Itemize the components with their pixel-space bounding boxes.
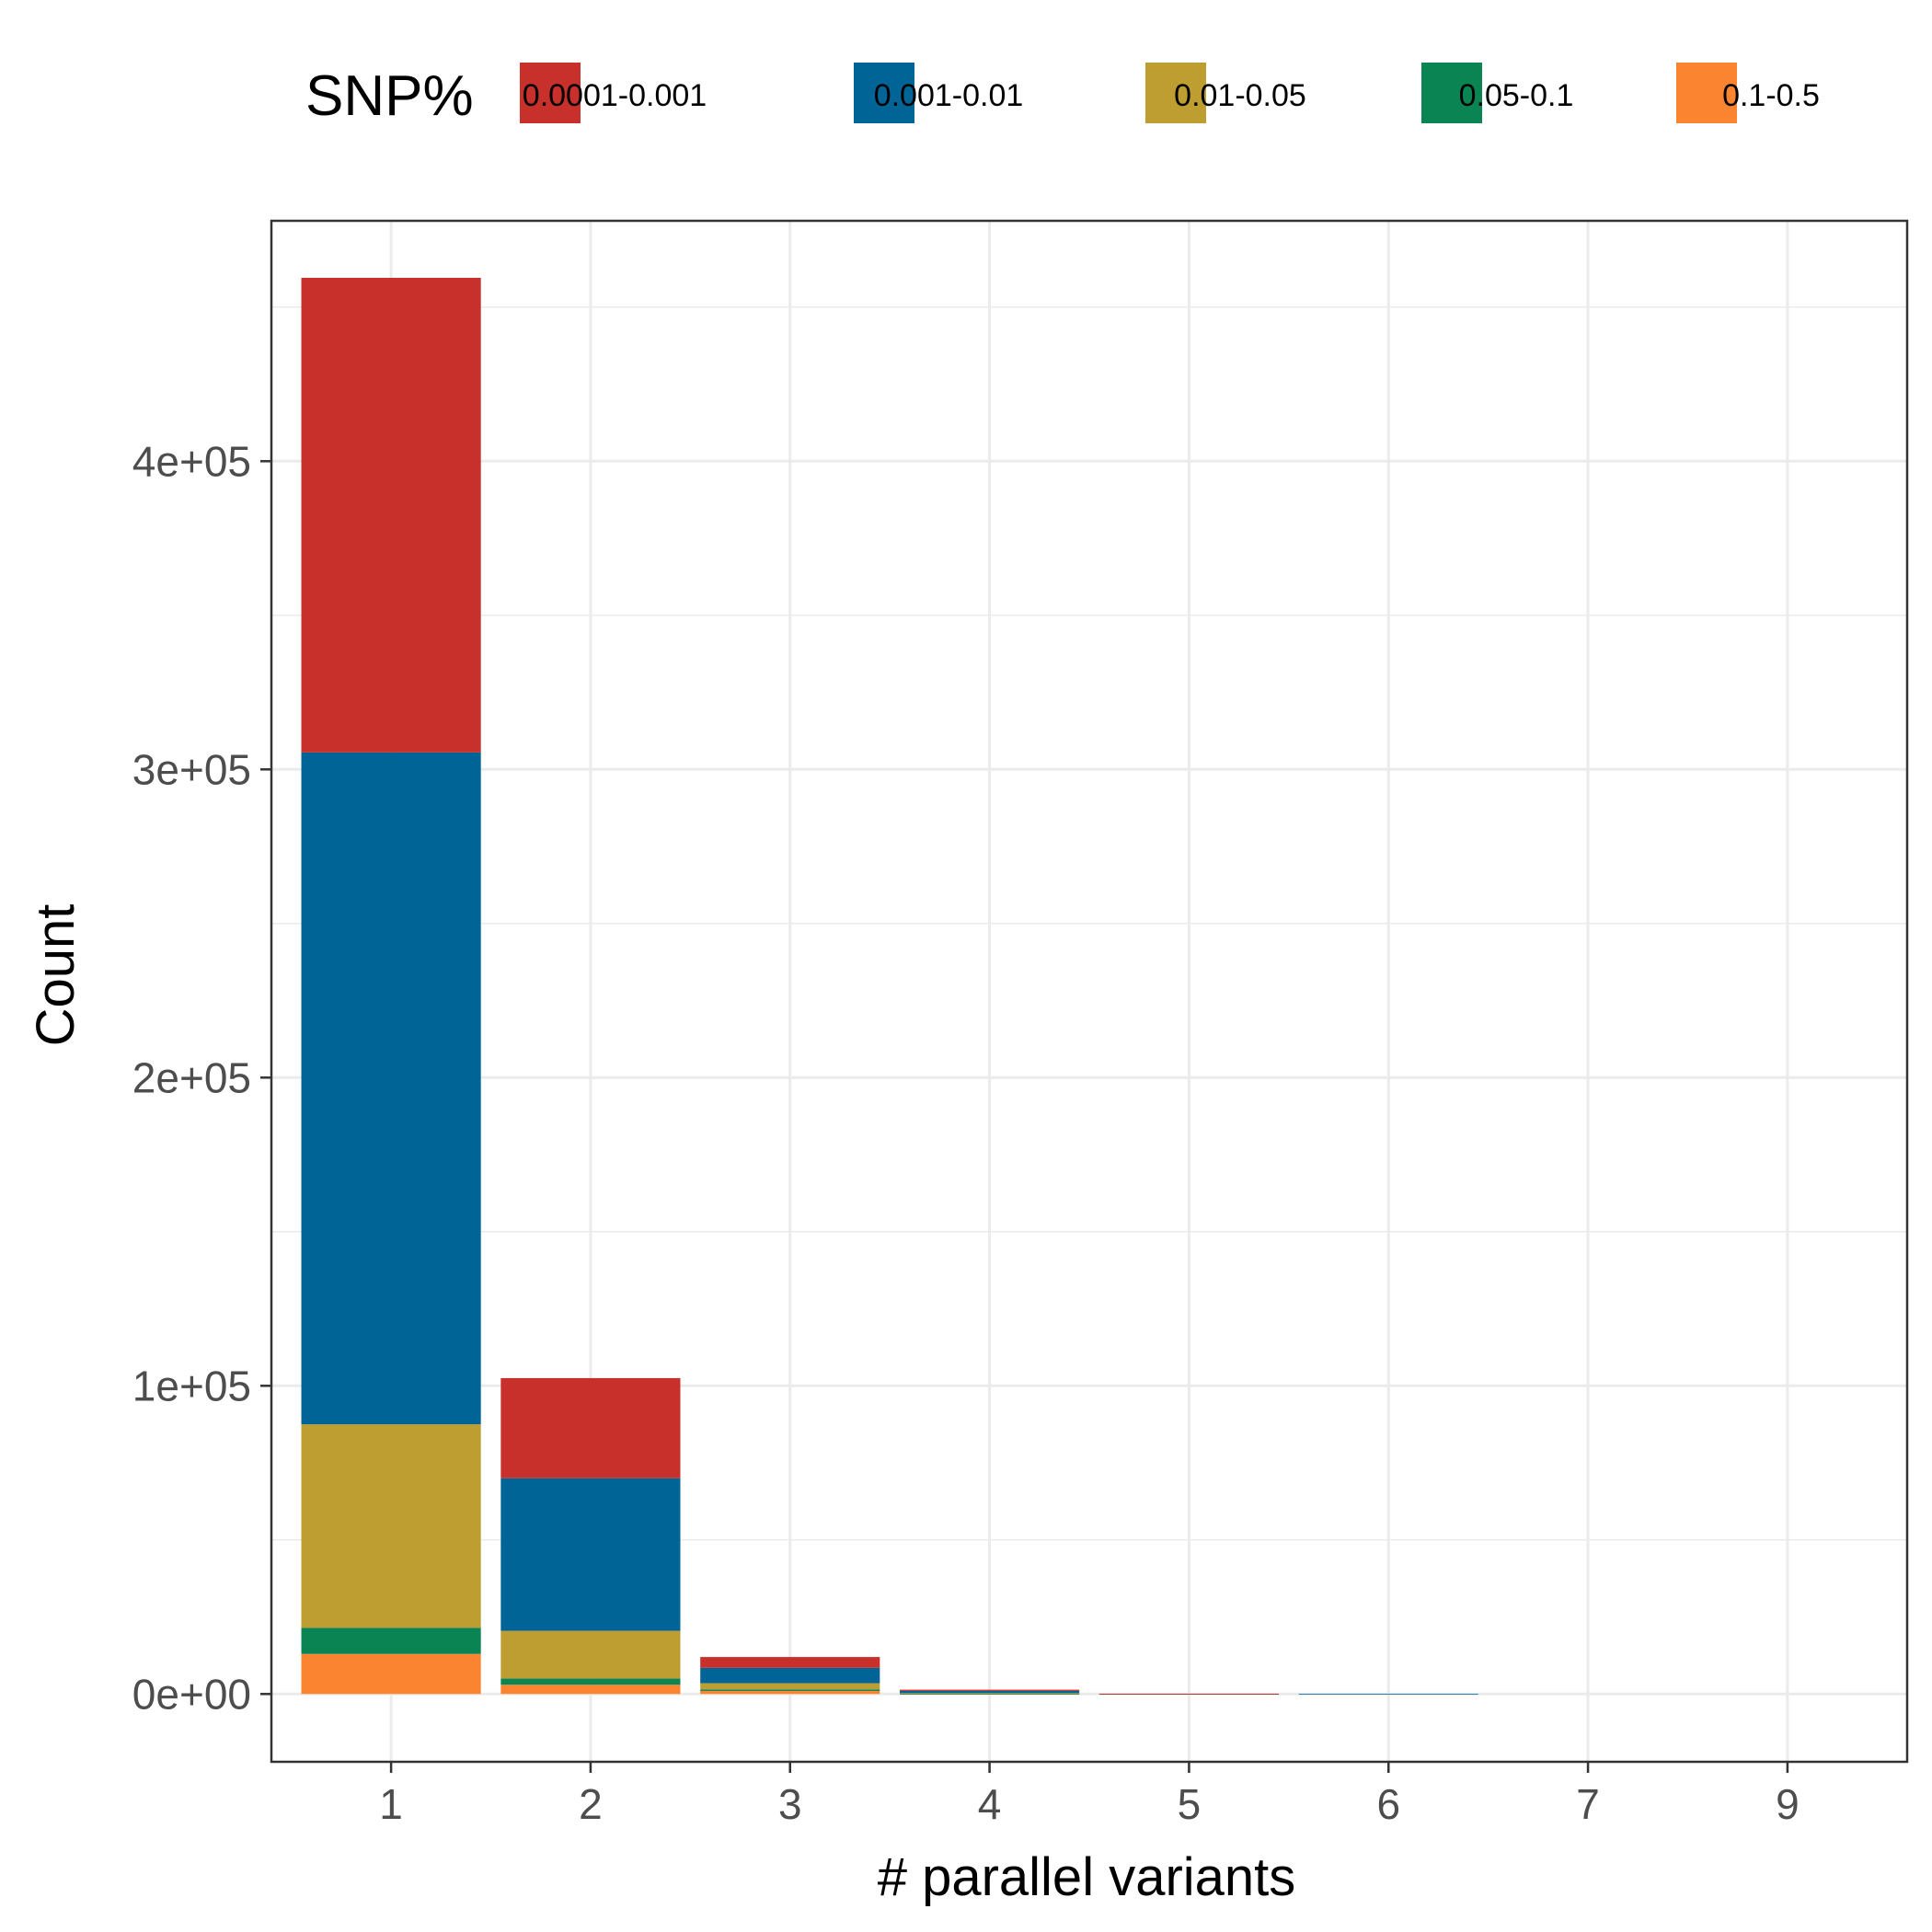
legend-key <box>1421 63 1482 123</box>
plot-border <box>270 219 1909 1764</box>
bar-segment-1-0.0001-0.001 <box>301 277 481 753</box>
bar-segment-2-0.1-0.5 <box>500 1685 681 1695</box>
x-tick-label: 2 <box>579 1780 603 1828</box>
legend-key <box>1676 63 1737 123</box>
y-tick-label: 0e+00 <box>132 1670 251 1718</box>
legend-item-0.001-0.01: 0.001-0.01 <box>854 63 1023 123</box>
bar-segment-3-0.05-0.1 <box>700 1689 880 1691</box>
bar-segment-3-0.1-0.5 <box>700 1690 880 1695</box>
y-tick-label: 4e+05 <box>132 437 251 485</box>
bar-stack-5 <box>1098 1693 1279 1696</box>
bar-segment-4-0.05-0.1 <box>900 1693 1080 1695</box>
legend-label: 0.001-0.01 <box>874 78 1024 113</box>
bar-segment-4-0.0001-0.001 <box>900 1689 1080 1691</box>
legend-label: 0.01-0.05 <box>1174 78 1306 113</box>
y-tick-label: 3e+05 <box>132 745 251 793</box>
bar-segment-2-0.05-0.1 <box>500 1678 681 1685</box>
bar-segment-2-0.001-0.01 <box>500 1478 681 1631</box>
legend-key <box>854 63 914 123</box>
bar-stack-1 <box>301 277 481 1695</box>
x-tick-label: 4 <box>978 1780 1002 1828</box>
bar-segment-4-0.01-0.05 <box>900 1693 1080 1695</box>
bar-stack-2 <box>500 1377 681 1695</box>
bar-segment-1-0.001-0.01 <box>301 752 481 1425</box>
legend-label: 0.05-0.1 <box>1459 78 1574 113</box>
x-tick-label: 9 <box>1776 1780 1800 1828</box>
x-axis-title: # parallel variants <box>878 1847 1296 1907</box>
bar-segment-2-0.01-0.05 <box>500 1630 681 1679</box>
legend-title: SNP% <box>305 64 474 128</box>
bar-segment-3-0.0001-0.001 <box>700 1657 880 1668</box>
bar-segment-1-0.01-0.05 <box>301 1424 481 1628</box>
bar-stack-3 <box>700 1657 880 1695</box>
legend-key <box>1145 63 1206 123</box>
bar-segment-2-0.0001-0.001 <box>500 1377 681 1478</box>
y-tick-label: 2e+05 <box>132 1053 251 1101</box>
legend-label: 0.1-0.5 <box>1722 78 1820 113</box>
legend-item-0.1-0.5: 0.1-0.5 <box>1676 63 1820 123</box>
bar-segment-1-0.1-0.5 <box>301 1653 481 1695</box>
legend-item-0.05-0.1: 0.05-0.1 <box>1421 63 1573 123</box>
bar-segment-3-0.001-0.01 <box>700 1667 880 1684</box>
y-axis-title: Count <box>26 904 86 1047</box>
x-tick-label: 3 <box>778 1780 802 1828</box>
bar-segment-1-0.05-0.1 <box>301 1627 481 1654</box>
legend-key <box>520 63 581 123</box>
x-tick-label: 7 <box>1576 1780 1600 1828</box>
x-tick-label: 6 <box>1376 1780 1400 1828</box>
bar-stack-4 <box>900 1689 1080 1695</box>
legend-item-0.01-0.05: 0.01-0.05 <box>1145 63 1306 123</box>
legend-label: 0.0001-0.001 <box>523 78 707 113</box>
bar-stack-6 <box>1298 1694 1478 1696</box>
bar-segment-5-0.0001-0.001 <box>1098 1693 1279 1695</box>
bar-segment-4-0.001-0.01 <box>900 1690 1080 1694</box>
y-tick-label: 1e+05 <box>132 1362 251 1409</box>
bar-segment-3-0.01-0.05 <box>700 1683 880 1690</box>
x-tick-label: 1 <box>379 1780 403 1828</box>
bar-segment-6-0.001-0.01 <box>1298 1694 1478 1696</box>
legend-item-0.0001-0.001: 0.0001-0.001 <box>520 63 707 123</box>
x-tick-label: 5 <box>1178 1780 1202 1828</box>
legend: SNP% 0.0001-0.001 0.001-0.01 0.01-0.05 0.05… <box>305 63 1820 128</box>
